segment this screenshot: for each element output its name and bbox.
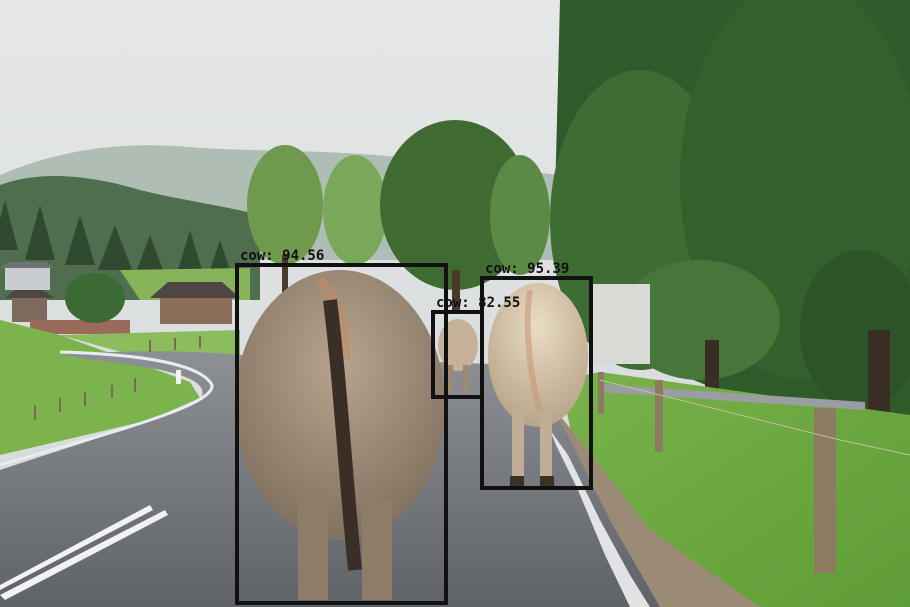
cow-right — [488, 283, 588, 486]
side-path — [600, 384, 865, 410]
building-right — [590, 284, 650, 364]
road-marker-post — [176, 370, 181, 384]
cow-far — [438, 319, 478, 393]
gravel-shoulder — [555, 410, 760, 607]
road-edge-line-right — [550, 430, 650, 607]
fence-left — [34, 336, 201, 420]
detection-label-cow-far: cow: 82.55 — [436, 295, 521, 311]
cow-front — [235, 270, 445, 600]
houses — [0, 262, 240, 334]
detection-box-cow-far — [431, 310, 484, 399]
fence-right — [598, 372, 836, 573]
detection-box-cow-front — [235, 263, 448, 605]
detection-label-cow-right: cow: 95.39 — [485, 261, 570, 277]
tree-left — [65, 273, 125, 323]
fence-wire — [599, 379, 910, 456]
road-edge-line-left — [0, 350, 214, 467]
center-line — [0, 505, 168, 600]
detection-label-cow-front: cow: 94.56 — [240, 248, 325, 264]
grass-left — [0, 320, 200, 455]
trees-center — [247, 120, 550, 310]
